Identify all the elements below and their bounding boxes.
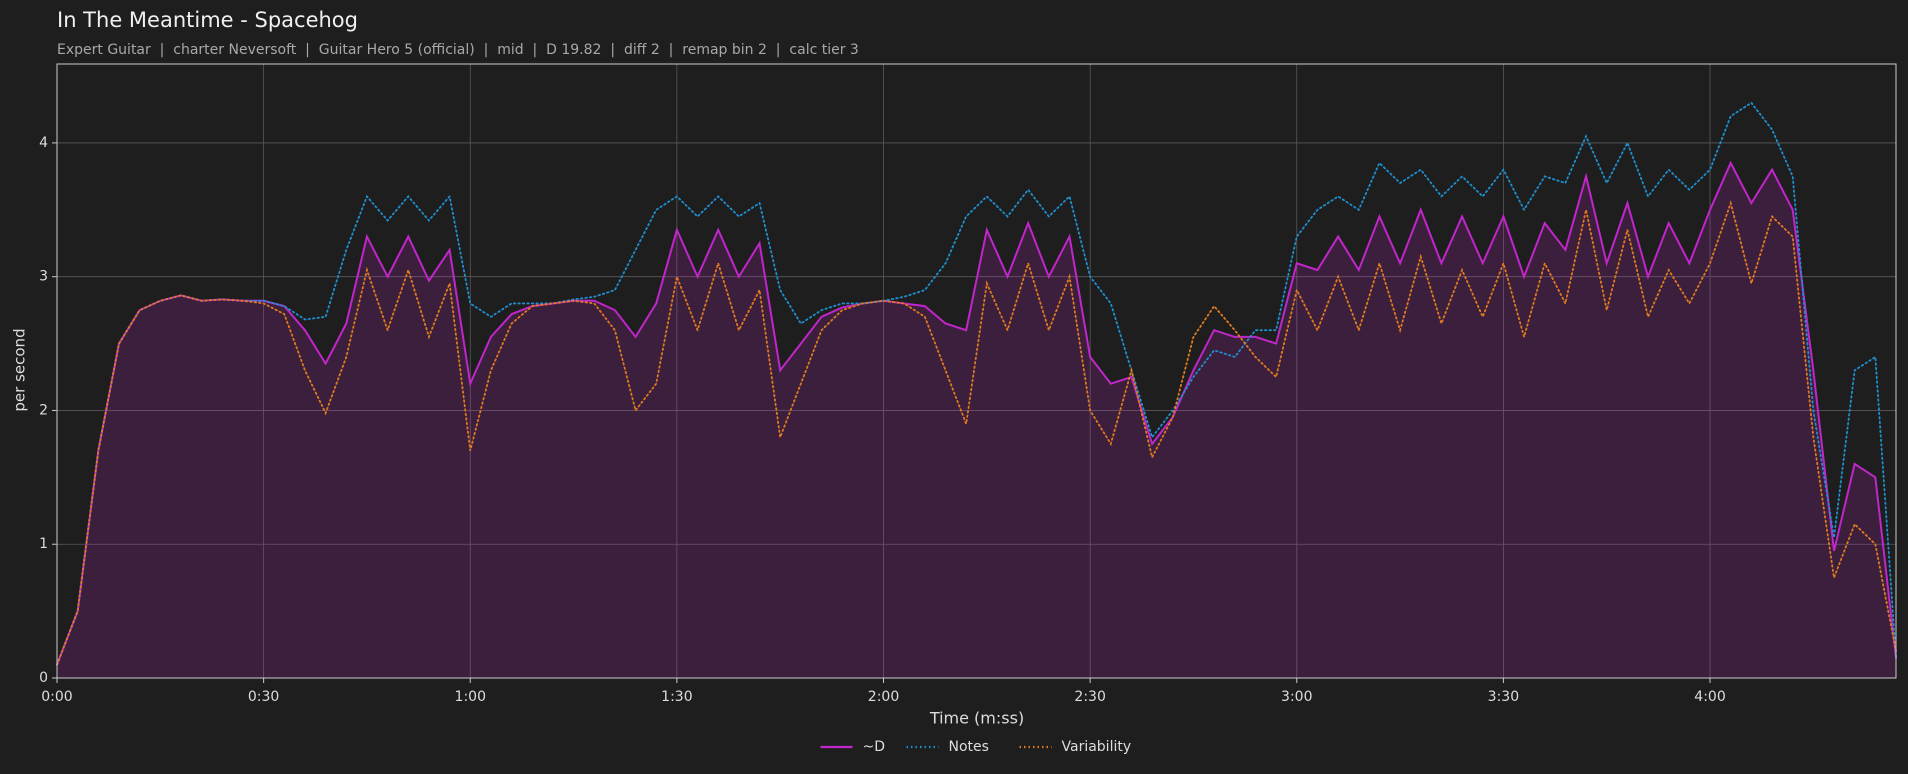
x-tick-label: 1:00 (455, 689, 486, 705)
plot-area (57, 64, 1896, 678)
x-tick-label: 3:00 (1281, 689, 1312, 705)
y-tick-label: 0 (39, 670, 48, 686)
legend-label: Notes (949, 739, 989, 755)
y-tick-label: 2 (39, 402, 48, 418)
x-tick-label: 0:00 (41, 689, 72, 705)
y-axis-label: per second (11, 328, 29, 411)
x-tick-label: 2:30 (1074, 689, 1105, 705)
series-line (56, 160, 1897, 666)
x-tick-label: 4:00 (1694, 689, 1725, 705)
legend: ~D Notes Variability (820, 739, 1132, 755)
area (57, 162, 1896, 678)
legend-label: ~D (863, 739, 886, 755)
chart-subtitle: Expert Guitar | charter Neversoft | Guit… (57, 42, 859, 58)
x-axis-label: Time (m:ss) (929, 709, 1024, 728)
chart-title: In The Meantime - Spacehog (57, 8, 358, 32)
y-tick-label: 1 (39, 536, 48, 552)
x-tick-label: 0:30 (248, 689, 279, 705)
y-tick-label: 4 (39, 135, 48, 151)
plot-frame (56, 63, 1897, 679)
x-tick-label: 2:00 (868, 689, 899, 705)
series-line (56, 199, 1897, 666)
series-line (56, 101, 1897, 666)
legend-label: Variability (1062, 739, 1132, 755)
x-tick-label: 3:30 (1488, 689, 1519, 705)
y-tick-label: 3 (39, 269, 48, 285)
x-tick-label: 1:30 (661, 689, 692, 705)
